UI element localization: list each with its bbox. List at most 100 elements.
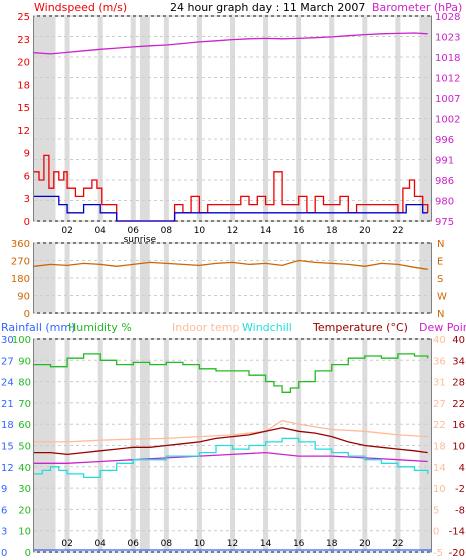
- temp-xtick-02: 02: [61, 539, 72, 549]
- direction-compass-tick-N: N: [437, 309, 444, 320]
- temperature-tick-16: 16: [452, 420, 465, 431]
- wind-barometer-panel: 0369121518202325975980986991996100210071…: [17, 12, 460, 245]
- windspeed-tick-25: 25: [17, 12, 30, 23]
- indoor-tick-5: 5: [433, 505, 439, 516]
- windspeed-tick-12: 12: [17, 126, 30, 137]
- temp-shade-band: [34, 340, 56, 551]
- rainfall-tick-21: 21: [1, 399, 14, 410]
- humidity-tick-10: 10: [18, 527, 31, 538]
- rainfall-tick-30: 30: [1, 335, 14, 346]
- indoor-tick-0: 0: [433, 527, 439, 538]
- temperature-tick--2: -2: [455, 484, 465, 495]
- windspeed-tick-9: 9: [24, 149, 30, 160]
- windspeed-tick-0: 0: [24, 217, 30, 228]
- humidity-legend: Humidity %: [68, 321, 132, 334]
- barometer-tick-1028: 1028: [435, 12, 460, 23]
- rainfall-tick-15: 15: [1, 442, 14, 453]
- temperature-tick-22: 22: [452, 399, 465, 410]
- direction-deg-tick-90: 90: [17, 292, 30, 303]
- windspeed-tick-15: 15: [17, 103, 30, 114]
- barometer-tick-975: 975: [435, 217, 454, 228]
- indoor-tick-27: 27: [433, 399, 446, 410]
- temp-xtick-14: 14: [260, 539, 272, 549]
- humidity-tick-90: 90: [18, 356, 31, 367]
- wind-xtick-06: 06: [128, 226, 140, 236]
- temperature-tick--8: -8: [455, 505, 465, 516]
- windchill-line: [34, 437, 429, 479]
- barometer-tick-1007: 1007: [435, 94, 460, 105]
- indoor-temp-legend: Indoor temp: [172, 321, 239, 334]
- temperature-tick--14: -14: [449, 527, 465, 538]
- windchill-legend: Windchill: [242, 321, 292, 334]
- temp-xtick-16: 16: [293, 539, 305, 549]
- rainfall-tick-9: 9: [1, 484, 7, 495]
- indoor-tick--5: -5: [433, 548, 443, 556]
- humidity-tick-50: 50: [18, 442, 31, 453]
- humidity-tick-20: 20: [18, 505, 31, 516]
- temperature-tick--20: -20: [449, 548, 465, 556]
- wind-average-line: [34, 195, 428, 222]
- windspeed-tick-6: 6: [24, 171, 30, 182]
- barometer-tick-1023: 1023: [435, 33, 460, 44]
- windspeed-axis-title: Windspeed (m/s): [34, 1, 127, 14]
- barometer-tick-986: 986: [435, 176, 454, 187]
- temperature-tick-40: 40: [452, 335, 465, 346]
- rainfall-tick-12: 12: [1, 463, 14, 474]
- rainfall-legend: Rainfall (mm): [1, 321, 75, 334]
- temperature-tick-4: 4: [459, 463, 465, 474]
- wind-xtick-12: 12: [227, 226, 238, 236]
- chart-title: 24 hour graph day : 11 March 2007: [170, 1, 365, 14]
- humidity-tick-100: 100: [12, 335, 31, 346]
- barometer-tick-1012: 1012: [435, 74, 460, 85]
- wind-xtick-10: 10: [194, 226, 206, 236]
- wind-direction-line: [33, 259, 428, 270]
- barometer-tick-991: 991: [435, 156, 454, 167]
- windspeed-tick-23: 23: [17, 35, 30, 46]
- rainfall-tick-27: 27: [1, 356, 14, 367]
- direction-compass-tick-E: E: [437, 257, 443, 268]
- rainfall-tick-0: 0: [1, 548, 7, 556]
- wind-xtick-14: 14: [260, 226, 272, 236]
- windspeed-tick-20: 20: [17, 58, 30, 69]
- indoor-tick-14: 14: [433, 463, 446, 474]
- temp-xtick-22: 22: [392, 539, 403, 549]
- temperature-line: [34, 427, 428, 456]
- direction-compass-tick-S: S: [437, 274, 443, 285]
- humidity-tick-40: 40: [18, 463, 31, 474]
- barometer-tick-1002: 1002: [435, 115, 460, 126]
- indoor-tick-18: 18: [433, 442, 446, 453]
- temperature-tick-10: 10: [452, 442, 465, 453]
- direction-compass-tick-W: W: [437, 292, 447, 303]
- barometer-tick-1018: 1018: [435, 53, 460, 64]
- rainfall-tick-3: 3: [1, 527, 7, 538]
- direction-deg-tick-180: 180: [11, 274, 30, 285]
- direction-compass-tick-N: N: [437, 239, 444, 250]
- indoor-tick-36: 36: [433, 356, 446, 367]
- indoor-tick-22: 22: [433, 420, 446, 431]
- humidity-line: [34, 353, 429, 393]
- wind-xtick-20: 20: [359, 226, 371, 236]
- humidity-tick-30: 30: [18, 484, 31, 495]
- humidity-tick-70: 70: [18, 399, 31, 410]
- rainfall-tick-24: 24: [1, 378, 14, 389]
- temperature-tick-34: 34: [452, 356, 465, 367]
- temp-xtick-04: 04: [94, 539, 106, 549]
- temperature-tick-28: 28: [452, 378, 465, 389]
- temp-xtick-06: 06: [128, 539, 140, 549]
- wind-xtick-16: 16: [293, 226, 305, 236]
- barometer-line: [33, 32, 428, 55]
- rainfall-tick-18: 18: [1, 420, 14, 431]
- temperature-humidity-panel: 0369121518212427300102030405060708090100…: [1, 335, 465, 559]
- temp-xtick-08: 08: [161, 539, 173, 549]
- indoor-tick-40: 40: [433, 335, 446, 346]
- direction-deg-tick-360: 360: [11, 239, 30, 250]
- indoor-temp-line: [34, 419, 428, 443]
- barometer-tick-996: 996: [435, 135, 454, 146]
- wind-sunrise-label: sunrise: [124, 235, 157, 245]
- wind-xtick-08: 08: [161, 226, 173, 236]
- humidity-tick-0: 0: [25, 548, 31, 556]
- wind-xtick-22: 22: [392, 226, 403, 236]
- humidity-tick-60: 60: [18, 420, 31, 431]
